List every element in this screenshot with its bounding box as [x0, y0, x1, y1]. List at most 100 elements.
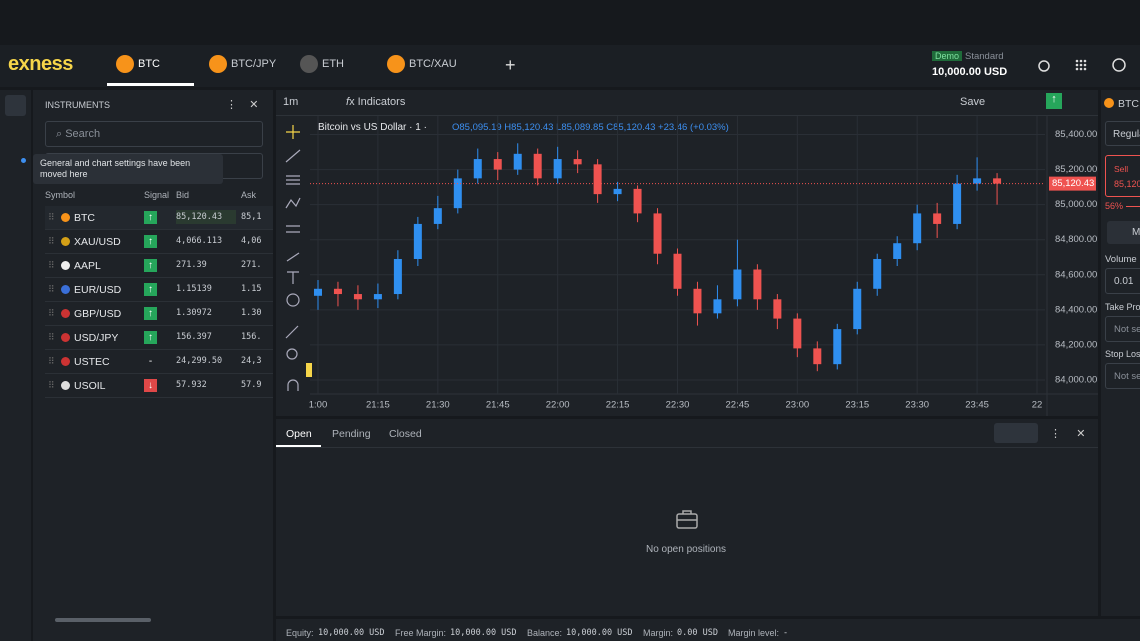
candle-body — [933, 213, 942, 224]
x-tick-label: 23:30 — [905, 400, 929, 411]
add-tab[interactable]: + — [505, 55, 516, 75]
price-label-bg — [1049, 176, 1096, 191]
x-tick-label: 1:00 — [309, 400, 328, 411]
x-tick-label: 22:45 — [726, 400, 750, 411]
apps-icon[interactable] — [1075, 59, 1087, 71]
x-tick-label: 22 — [1032, 400, 1043, 411]
indicators-label: Indicators — [357, 96, 406, 108]
buy-toggle[interactable]: ↑ — [1046, 93, 1062, 109]
sell-button[interactable] — [1105, 155, 1140, 197]
search-box[interactable]: ⌕ Search — [45, 121, 263, 147]
candle-body — [833, 329, 842, 365]
tp-label: Take Pro — [1105, 302, 1140, 312]
row[interactable] — [45, 326, 273, 350]
tab[interactable]: BTC/JPY — [231, 58, 277, 70]
row[interactable] — [45, 374, 273, 398]
candle-body — [753, 269, 762, 300]
summary-label: Margin: — [643, 628, 674, 638]
interval[interactable]: 1m — [283, 96, 299, 108]
row[interactable] — [45, 254, 273, 278]
tab[interactable]: BTC/XAU — [409, 58, 457, 70]
volume-input[interactable]: 0.01 — [1105, 268, 1140, 294]
bid: 4,066.113 — [176, 236, 223, 246]
candle-body — [673, 253, 682, 289]
signal: ↑ — [144, 331, 157, 344]
legend-title: Bitcoin vs US Dollar · 1 · — [318, 122, 427, 133]
side-bar — [0, 90, 31, 641]
candle-body — [393, 258, 402, 295]
x-tick-label: 22:00 — [546, 400, 570, 411]
market-order-tab[interactable]: M — [1107, 221, 1140, 244]
save-button[interactable]: Save — [960, 96, 986, 108]
active-tab-indicator — [107, 83, 194, 86]
candle-body — [333, 288, 342, 295]
summary-label: Margin level: — [728, 628, 780, 638]
menu-button[interactable]: ⋮ ✕ — [226, 99, 259, 111]
candle-body — [633, 188, 642, 214]
candle-body — [993, 178, 1002, 184]
candle-body — [313, 288, 322, 296]
collapse-handle[interactable] — [306, 363, 312, 377]
drag-handle: ⠿ — [48, 284, 55, 294]
position-tab[interactable]: Closed — [389, 428, 422, 440]
positions-panel — [276, 419, 1098, 616]
ask: 4,06 — [241, 236, 262, 246]
symbol: USD/JPY — [74, 332, 119, 344]
position-tab[interactable]: Open — [286, 428, 312, 440]
column-header: Signal — [144, 190, 170, 200]
candle-body — [973, 178, 982, 184]
candle-body — [893, 243, 902, 259]
tab[interactable]: BTC — [138, 58, 160, 70]
symbol-icon — [61, 357, 70, 366]
bid: 24,299.50 — [176, 356, 223, 366]
positions-separator — [276, 447, 1098, 448]
account-type: Standard — [965, 51, 1004, 62]
logo[interactable]: exness — [8, 53, 73, 75]
candle-body — [813, 348, 822, 365]
symbol: GBP/USD — [74, 308, 122, 320]
row[interactable] — [45, 278, 273, 302]
legend-high: H85,120.43 — [504, 122, 554, 133]
bid: 1.30972 — [176, 308, 212, 318]
ask: 156. — [241, 332, 262, 342]
tab-icon — [116, 55, 134, 73]
y-tick-label: 85,200.00 — [1055, 164, 1097, 175]
row[interactable] — [45, 302, 273, 326]
sl-label: Stop Los — [1105, 349, 1140, 359]
indicators-button[interactable]: fx Indicators — [346, 96, 406, 108]
candle-body — [853, 288, 862, 330]
profile-icon[interactable] — [1112, 58, 1126, 72]
summary-value: 10,000.00 USD — [318, 628, 385, 638]
header-icons — [1038, 58, 1126, 72]
candle-body — [733, 269, 742, 300]
candle-body — [873, 258, 882, 289]
order-mode[interactable]: Regula — [1105, 121, 1140, 146]
row[interactable] — [45, 230, 273, 254]
symbol-icon — [61, 213, 70, 222]
instruments-button[interactable] — [5, 95, 26, 116]
sl-input[interactable]: Not se — [1105, 363, 1140, 389]
symbol: BTC — [74, 212, 95, 224]
row[interactable] — [45, 350, 273, 374]
candle-body — [713, 299, 722, 314]
alarm-icon[interactable] — [1038, 60, 1050, 72]
tab[interactable]: ETH — [322, 58, 344, 70]
summary-label: Free Margin: — [395, 628, 447, 638]
column-header: Bid — [176, 190, 190, 200]
bid: 156.397 — [176, 332, 212, 342]
symbol: XAU/USD — [74, 236, 121, 248]
tp-input[interactable]: Not se — [1105, 316, 1140, 342]
symbol: USOIL — [74, 380, 106, 392]
view-toggle[interactable] — [994, 423, 1038, 443]
drag-handle: ⠿ — [48, 332, 55, 342]
x-tick-label: 21:15 — [366, 400, 390, 411]
summary-label: Balance: — [527, 628, 563, 638]
notification-dot — [21, 158, 26, 163]
scrollbar[interactable] — [55, 618, 151, 622]
signal: ↑ — [144, 259, 157, 272]
account-balance[interactable]: 10,000.00 USD — [932, 66, 1008, 78]
position-tab[interactable]: Pending — [332, 428, 371, 440]
order-panel — [1101, 90, 1140, 616]
positions-menu[interactable]: ⋮ ✕ — [1050, 428, 1086, 440]
candle-body — [413, 223, 422, 259]
